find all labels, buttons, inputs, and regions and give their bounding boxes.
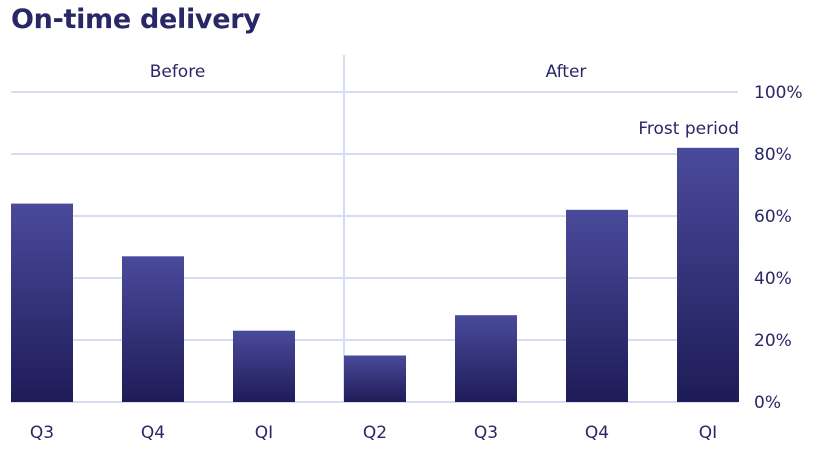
y-tick-label: 100% bbox=[754, 83, 803, 103]
bar-q3-4 bbox=[455, 315, 517, 402]
group-label-after: After bbox=[546, 62, 587, 82]
y-tick-label: 40% bbox=[754, 269, 792, 289]
y-tick-label: 80% bbox=[754, 145, 792, 165]
bar-q2-3 bbox=[344, 355, 406, 402]
y-tick-label: 20% bbox=[754, 331, 792, 351]
y-tick-label: 0% bbox=[754, 393, 781, 413]
y-tick-label: 60% bbox=[754, 207, 792, 227]
x-tick-label: Q3 bbox=[30, 423, 54, 443]
x-tick-label: Q4 bbox=[141, 423, 165, 443]
chart-title: On-time delivery bbox=[11, 4, 261, 35]
x-tick-label: QI bbox=[699, 423, 717, 443]
bar-q4-1 bbox=[122, 256, 184, 402]
bar-q3-0 bbox=[11, 203, 73, 402]
bar-qi-6 bbox=[677, 147, 739, 402]
x-tick-label: QI bbox=[255, 423, 273, 443]
group-label-before: Before bbox=[150, 62, 206, 82]
x-tick-label: Q2 bbox=[363, 423, 387, 443]
x-tick-label: Q4 bbox=[585, 423, 609, 443]
bar-q4-5 bbox=[566, 209, 628, 402]
bar-qi-2 bbox=[233, 330, 295, 402]
annotation-frost-period: Frost period bbox=[638, 119, 739, 139]
x-tick-label: Q3 bbox=[474, 423, 498, 443]
